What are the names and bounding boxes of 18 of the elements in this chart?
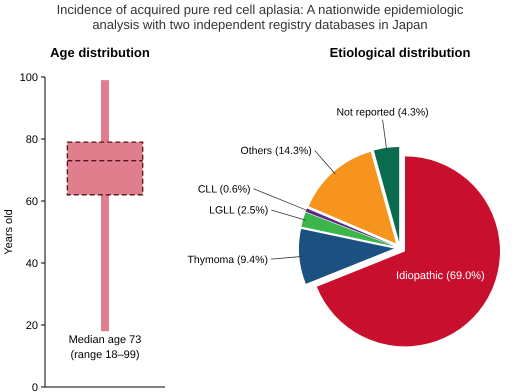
y-tick-label: 100 — [20, 72, 38, 84]
text: Incidence of acquired pure red cell aplasia: A nationwide epidemiologic analysis with two independent registry databases in Japan — [56, 2, 464, 32]
y-tick-label: 80 — [26, 134, 38, 146]
annotation: Median age 73 — [68, 334, 142, 346]
y-tick-label: 60 — [26, 196, 38, 208]
slice-label: CLL (0.6%) — [198, 183, 251, 196]
slice-label: Others (14.3%) — [240, 145, 312, 158]
slice-label: LGLL (2.5%) — [209, 204, 268, 217]
chart-title: Etiological distribution — [330, 45, 470, 60]
slice-label: Thymoma (9.4%) — [187, 254, 268, 266]
y-tick-label: 40 — [26, 258, 38, 270]
y-tick-label: 20 — [26, 320, 38, 332]
slice-label: Not reported (4.3%) — [336, 106, 429, 119]
chart-subtitle: Age distribution — [50, 45, 150, 60]
slice-label: Idiopathic (69.0%) — [396, 270, 485, 282]
y-axis-title: Years old — [3, 209, 15, 255]
y-tick-label: 0 — [32, 382, 38, 392]
annotation: (range 18–99) — [70, 349, 140, 361]
